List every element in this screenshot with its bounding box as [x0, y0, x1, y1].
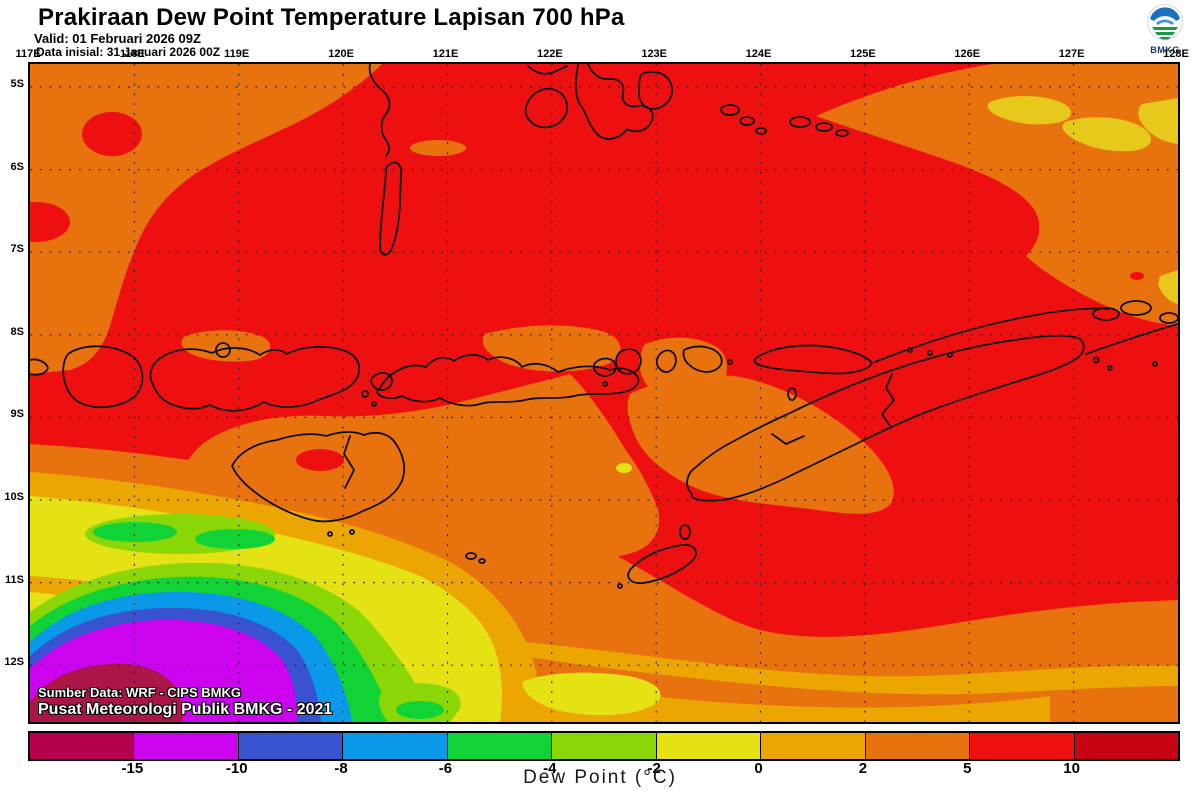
colorbar-tick-label: -2: [647, 760, 661, 777]
lon-tick-label: 120E: [328, 48, 354, 60]
lat-tick-label: 9S: [10, 408, 24, 421]
lon-tick-label: 126E: [954, 48, 981, 60]
lon-tick-label: 117E: [15, 48, 41, 60]
init-time: Data inisial: 31 Januari 2026 00Z: [36, 45, 221, 59]
map-frame: [28, 62, 1180, 724]
colorbar-segment: [134, 733, 239, 759]
lon-tick-label: 123E: [641, 48, 668, 60]
valid-time: Valid: 01 Februari 2026 09Z: [34, 31, 201, 46]
colorbar-segment: [1074, 733, 1178, 759]
lon-tick-label: 125E: [850, 48, 876, 60]
colorbar-segment: [761, 733, 866, 759]
lat-tick-label: 5S: [10, 78, 24, 90]
lat-tick-label: 12S: [4, 656, 24, 669]
colorbar-tick-label: -6: [438, 760, 453, 777]
colorbar-segment: [343, 733, 448, 759]
lat-tick-label: 7S: [10, 243, 24, 256]
colorbar-segment: [970, 733, 1075, 759]
source-line-2: Pusat Meteorologi Publik BMKG - 2021: [38, 700, 333, 718]
lon-tick-label: 118E: [119, 48, 145, 60]
colorbar-tick-label: -4: [543, 760, 557, 777]
colorbar-segment: [656, 733, 762, 759]
colorbar: [28, 731, 1180, 761]
colorbar-tick-label: 5: [963, 760, 972, 777]
lat-tick-label: 8S: [10, 325, 24, 338]
lon-tick-label: 128E: [1163, 48, 1189, 60]
colorbar-tick-label: 0: [754, 760, 763, 777]
colorbar-segment: [238, 733, 344, 759]
colorbar-tick-label: -10: [225, 760, 248, 777]
colorbar-segment: [865, 733, 971, 759]
colorbar-tick-label: 2: [858, 760, 868, 777]
lon-tick-label: 122E: [536, 48, 563, 60]
contour-fills: [30, 64, 1178, 722]
bmkg-logo: BMKG: [1141, 2, 1189, 55]
lon-tick-label: 119E: [224, 48, 250, 60]
source-line-1: Sumber Data: WRF - CIPS BMKG: [38, 685, 241, 700]
map-canvas: [30, 64, 1178, 722]
colorbar-segment: [447, 733, 553, 759]
lat-tick-label: 6S: [10, 160, 24, 173]
lat-tick-label: 10S: [4, 491, 24, 503]
lat-tick-label: 11S: [5, 573, 24, 586]
page-title: Prakiraan Dew Point Temperature Lapisan …: [38, 4, 625, 31]
bmkg-logo-label: BMKG: [1150, 45, 1180, 55]
coastlines: [30, 64, 1178, 589]
bmkg-logo-icon: [1147, 4, 1183, 40]
colorbar-tick-label: -8: [334, 760, 348, 777]
colorbar-segment: [552, 733, 657, 759]
lon-tick-label: 127E: [1058, 48, 1085, 60]
colorbar-tick-label: -15: [121, 760, 144, 777]
colorbar-segment: [30, 733, 135, 759]
source-credit: Sumber Data: WRF - CIPS BMKG Pusat Meteo…: [38, 685, 333, 719]
colorbar-tick-label: 10: [1063, 760, 1080, 777]
lon-tick-label: 121E: [432, 48, 459, 60]
colorbar-label: Dew Point (°C): [523, 767, 677, 788]
lon-tick-label: 124E: [745, 48, 772, 60]
